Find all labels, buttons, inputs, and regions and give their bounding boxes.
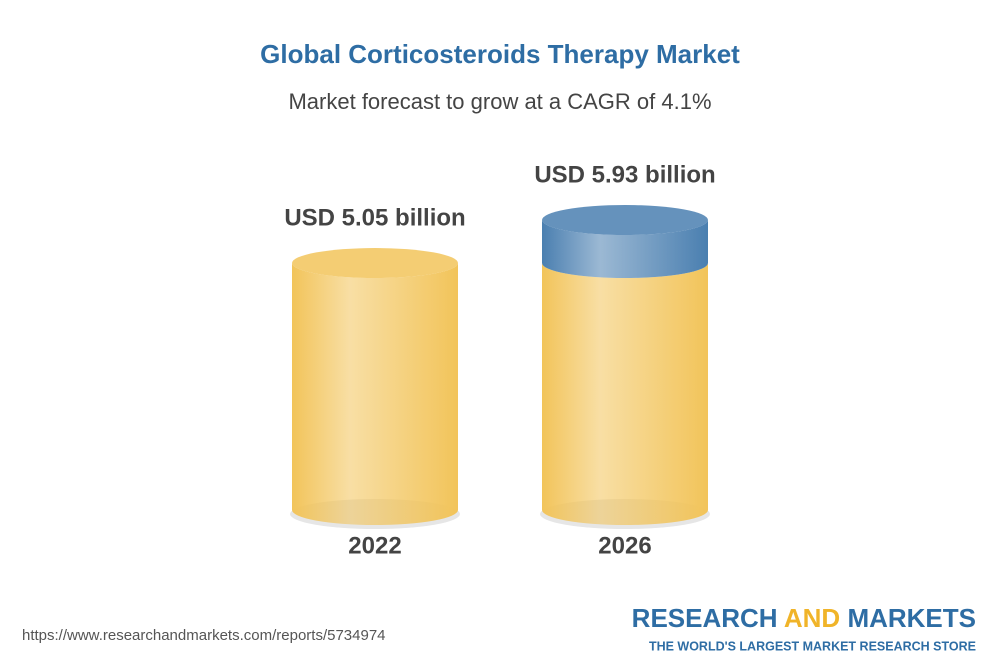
brand-tagline: THE WORLD'S LARGEST MARKET RESEARCH STOR…	[649, 639, 976, 653]
cylinder-top	[542, 205, 708, 235]
growth-segment	[542, 220, 708, 279]
chart-title: Global Corticosteroids Therapy Market	[260, 39, 740, 69]
cylinder	[292, 263, 458, 525]
brand-word: MARKETS	[847, 603, 976, 633]
brand-word: RESEARCH	[632, 603, 778, 633]
brand-word: AND	[784, 603, 840, 633]
chart-subtitle: Market forecast to grow at a CAGR of 4.1…	[288, 89, 711, 114]
source-url: https://www.researchandmarkets.com/repor…	[22, 627, 386, 644]
cylinder-top	[292, 248, 458, 279]
category-label: 2026	[598, 532, 651, 559]
value-label: USD 5.05 billion	[284, 204, 465, 231]
value-label: USD 5.93 billion	[534, 161, 715, 188]
brand: RESEARCH AND MARKETS	[632, 603, 976, 633]
category-label: 2022	[348, 532, 401, 559]
cylinder	[542, 263, 708, 525]
